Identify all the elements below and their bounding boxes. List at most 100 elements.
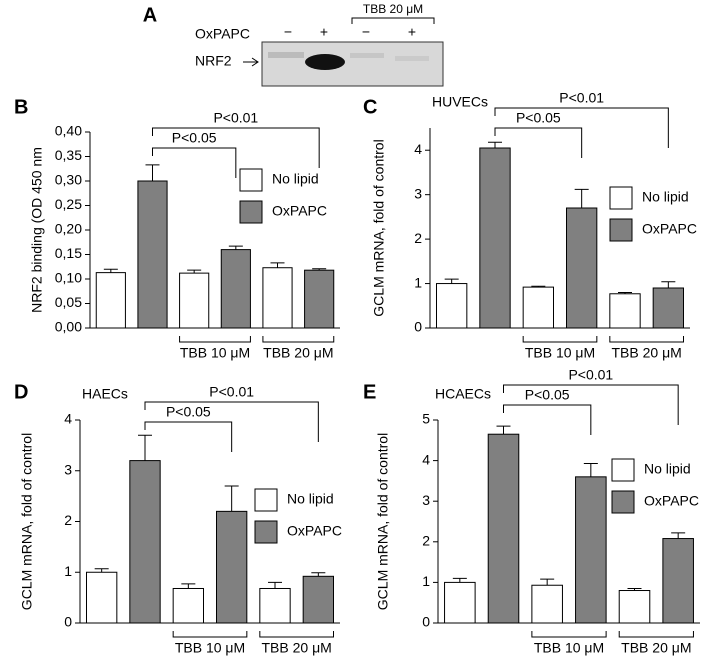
significance-bracket (144, 401, 319, 442)
legend-label: No lipid (272, 171, 319, 187)
subtitle: HUVECs (432, 94, 488, 110)
error-bar (540, 578, 555, 586)
bar (220, 249, 251, 329)
bar (575, 476, 607, 624)
lane-label: + (408, 24, 416, 40)
significance-bracket (152, 127, 320, 168)
panel-label: E (363, 381, 376, 403)
bar (652, 287, 685, 329)
panel-label: A (143, 4, 157, 26)
error-bar (228, 245, 243, 250)
group-label: TBB 20 μM (621, 640, 691, 656)
legend-label: OxPAPC (642, 221, 697, 237)
group-label: TBB 20 μM (262, 640, 332, 656)
bar (95, 272, 126, 329)
y-tick-label: 0,25 (55, 196, 82, 212)
error-bar (311, 572, 326, 577)
y-axis-label: GCLM mRNA, fold of control (19, 433, 35, 610)
group-label: TBB 20 μM (612, 345, 682, 361)
error-bar (452, 577, 467, 583)
error-bar (583, 462, 598, 477)
blot-image (261, 41, 444, 87)
error-bar (671, 532, 686, 539)
bar (304, 269, 335, 329)
y-tick-label: 0,05 (55, 294, 82, 310)
panel-label: C (363, 96, 377, 118)
legend-swatch (611, 490, 635, 514)
significance-bracket (494, 107, 669, 148)
significance-bracket (144, 421, 233, 452)
y-tick-label: 0 (64, 614, 72, 630)
group-label: TBB 10 μM (180, 345, 250, 361)
y-tick-label: 2 (64, 512, 72, 528)
bar (302, 575, 334, 624)
y-tick-label: 1 (422, 573, 430, 589)
y-tick-label: 0 (414, 319, 422, 335)
legend-swatch (239, 168, 263, 192)
bar (216, 510, 248, 624)
y-axis-label: GCLM mRNA, fold of control (371, 139, 387, 316)
legend-label: OxPAPC (272, 203, 327, 219)
legend-label: No lipid (287, 491, 334, 507)
y-tick-label: 0,30 (55, 172, 82, 188)
y-tick-label: 2 (422, 533, 430, 549)
significance-bracket (494, 127, 583, 158)
error-bar (145, 164, 160, 181)
error-bar (661, 281, 676, 288)
error-bar (627, 587, 642, 591)
arrow (243, 57, 259, 67)
bar (137, 180, 168, 329)
legend-swatch (609, 218, 633, 242)
lane-label: − (362, 24, 370, 40)
legend-label: OxPAPC (644, 493, 699, 509)
significance-label: P<0.05 (525, 387, 570, 403)
bar (444, 581, 476, 624)
bar (522, 286, 555, 329)
bar (262, 267, 293, 329)
panel-label: B (14, 96, 28, 118)
bar (179, 272, 210, 329)
inhibitor-bracket (351, 17, 435, 24)
error-bar (488, 141, 502, 148)
significance-label: P<0.05 (516, 110, 561, 126)
group-bracket (179, 336, 251, 343)
significance-label: P<0.01 (209, 384, 254, 400)
y-axis-label: GCLM mRNA, fold of control (375, 433, 391, 610)
significance-label: P<0.01 (559, 90, 604, 106)
significance-bracket (503, 384, 679, 425)
bar (662, 538, 694, 624)
bar (487, 433, 520, 624)
y-tick-label: 4 (64, 411, 72, 427)
y-tick-label: 3 (422, 492, 430, 508)
y-tick-label: 1 (64, 563, 72, 579)
group-bracket (172, 631, 248, 638)
significance-bracket (503, 404, 592, 435)
group-bracket (522, 336, 598, 343)
y-tick-label: 4 (414, 141, 422, 157)
group-label: TBB 20 μM (263, 345, 333, 361)
y-tick-label: 0,20 (55, 221, 82, 237)
bar (436, 283, 468, 329)
y-tick-label: 0,35 (55, 147, 82, 163)
group-bracket (609, 336, 684, 343)
error-bar (181, 583, 196, 589)
y-tick-label: 3 (64, 461, 72, 477)
bar (531, 584, 563, 624)
legend-swatch (611, 458, 635, 482)
significance-bracket (152, 147, 237, 178)
legend-swatch (254, 488, 278, 512)
bar (129, 460, 161, 624)
y-tick-label: 1 (414, 274, 422, 290)
bar (618, 590, 651, 624)
error-bar (224, 485, 239, 512)
y-tick-label: 0 (422, 614, 430, 630)
error-bar (268, 581, 282, 589)
panel-label: D (14, 381, 28, 403)
group-bracket (259, 631, 334, 638)
group-bracket (618, 631, 694, 638)
bar (259, 587, 291, 624)
bar (172, 587, 205, 624)
y-tick-label: 2 (414, 230, 422, 246)
y-tick-label: 5 (422, 411, 430, 427)
legend-label: No lipid (642, 189, 689, 205)
